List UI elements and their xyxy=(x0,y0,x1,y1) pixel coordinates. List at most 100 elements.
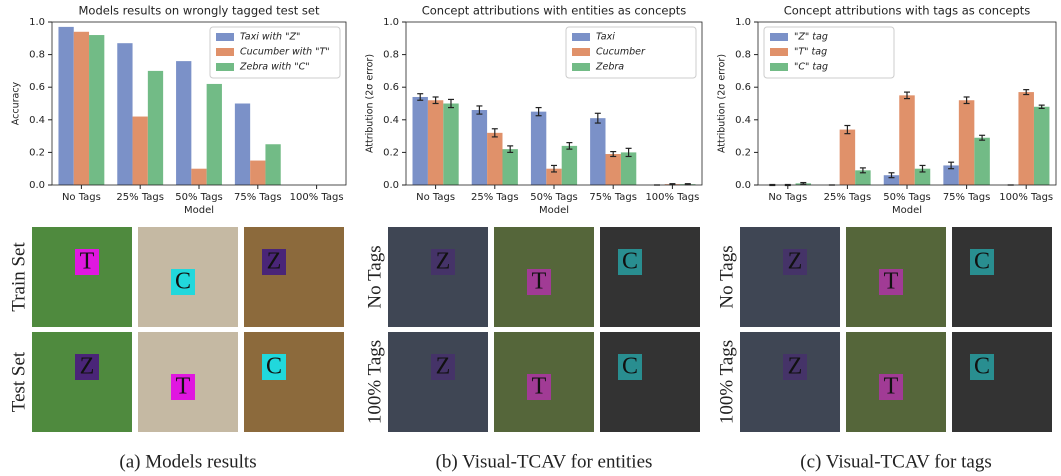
error-bar xyxy=(1039,105,1045,108)
image-tag: Z xyxy=(788,249,803,275)
image xyxy=(600,227,700,327)
legend-label: Taxi with "Z" xyxy=(240,32,300,43)
bar xyxy=(117,43,132,185)
x-axis-label: Model xyxy=(892,205,922,216)
x-axis-label: Model xyxy=(539,205,569,216)
bar xyxy=(562,146,577,185)
row-label: 100% Tags xyxy=(364,340,385,424)
y-tick-label: 0.2 xyxy=(29,147,45,158)
y-tick-label: 0.4 xyxy=(29,115,45,126)
y-axis-label: Accuracy xyxy=(11,81,22,125)
x-tick-label: 75% Tags xyxy=(943,192,991,203)
image xyxy=(740,332,840,432)
image-tag: C xyxy=(974,354,990,380)
y-tick-label: 0.6 xyxy=(29,82,45,93)
bar xyxy=(58,27,73,185)
legend: Taxi Cucumber Zebra xyxy=(566,27,696,78)
legend-swatch xyxy=(572,63,590,71)
panel-caption: (a) Models results xyxy=(119,451,256,472)
legend-label: Zebra xyxy=(595,62,624,73)
bar xyxy=(959,100,974,185)
image-tag: Z xyxy=(436,249,451,275)
y-tick-label: 0.0 xyxy=(383,180,399,191)
row-label: Train Set xyxy=(8,242,29,312)
bar xyxy=(265,144,280,185)
y-tick-label: 1.0 xyxy=(735,17,751,28)
legend-label: Zebra with "C" xyxy=(239,62,310,73)
bar xyxy=(502,149,517,185)
x-tick-label: 75% Tags xyxy=(589,192,637,203)
bar xyxy=(74,32,89,185)
legend-label: "T" tag xyxy=(794,47,827,58)
error-bar xyxy=(669,184,675,185)
bar xyxy=(899,95,914,185)
figure: Models results on wrongly tagged test se… xyxy=(0,0,1061,476)
y-tick-label: 0.8 xyxy=(383,50,399,61)
x-tick-label: 100% Tags xyxy=(999,192,1053,203)
x-tick-label: 50% Tags xyxy=(883,192,931,203)
bar xyxy=(235,104,250,186)
bar xyxy=(531,112,546,185)
y-tick-label: 0.2 xyxy=(735,147,751,158)
bar xyxy=(428,100,443,185)
legend: Taxi with "Z" Cucumber with "T" Zebra with… xyxy=(210,27,340,78)
bar xyxy=(606,154,621,185)
x-tick-label: 50% Tags xyxy=(530,192,578,203)
bar xyxy=(621,152,636,185)
image-tag: C xyxy=(622,354,638,380)
chart-title: Concept attributions with entities as co… xyxy=(422,4,687,18)
y-tick-label: 0.8 xyxy=(29,50,45,61)
image xyxy=(32,332,132,432)
legend-label: Taxi xyxy=(596,32,615,43)
legend-label: "Z" tag xyxy=(794,32,828,43)
panel-caption: (b) Visual-TCAV for entities xyxy=(436,451,653,472)
legend-swatch xyxy=(216,33,234,41)
image xyxy=(244,227,344,327)
x-axis-label: Model xyxy=(184,205,214,216)
image xyxy=(388,332,488,432)
image-tag: C xyxy=(974,249,990,275)
x-tick-label: 50% Tags xyxy=(175,192,223,203)
bar xyxy=(207,84,222,185)
bar xyxy=(443,104,458,186)
image-tag: C xyxy=(175,269,191,295)
y-tick-label: 1.0 xyxy=(383,17,399,28)
legend-swatch xyxy=(770,63,788,71)
image-tag: Z xyxy=(80,354,95,380)
legend-swatch xyxy=(572,48,590,56)
bar xyxy=(590,118,605,185)
bar xyxy=(840,130,855,185)
x-tick-label: No Tags xyxy=(62,192,101,203)
image-tag: T xyxy=(884,374,899,400)
panel-caption: (c) Visual-TCAV for tags xyxy=(800,451,991,472)
y-tick-label: 0.6 xyxy=(383,82,399,93)
bar xyxy=(413,97,428,185)
image-tag: Z xyxy=(436,354,451,380)
bar xyxy=(133,117,148,185)
chart-title: Models results on wrongly tagged test se… xyxy=(78,4,319,18)
x-tick-label: No Tags xyxy=(768,192,807,203)
y-tick-label: 0.4 xyxy=(735,115,751,126)
y-tick-label: 0.0 xyxy=(735,180,751,191)
x-tick-label: 100% Tags xyxy=(290,192,344,203)
bar xyxy=(472,110,487,185)
row-label: No Tags xyxy=(364,245,385,308)
image-tag: C xyxy=(266,354,282,380)
bar xyxy=(487,133,502,185)
bar xyxy=(1018,92,1033,185)
legend-label: Cucumber xyxy=(596,47,646,58)
image-tag: Z xyxy=(788,354,803,380)
image xyxy=(600,332,700,432)
y-tick-label: 0.2 xyxy=(383,147,399,158)
image xyxy=(952,332,1052,432)
x-tick-label: 25% Tags xyxy=(471,192,519,203)
image-tag: T xyxy=(884,269,899,295)
legend-label: Cucumber with "T" xyxy=(240,47,330,58)
error-bar xyxy=(685,184,691,185)
row-label: Test Set xyxy=(8,351,29,412)
row-label: 100% Tags xyxy=(716,340,737,424)
bar xyxy=(176,61,191,185)
y-tick-label: 0.8 xyxy=(735,50,751,61)
bar xyxy=(148,71,163,185)
image-tag: T xyxy=(532,269,547,295)
